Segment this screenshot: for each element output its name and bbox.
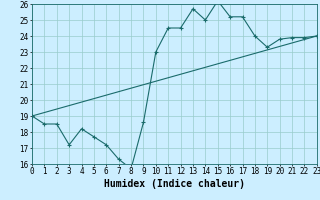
X-axis label: Humidex (Indice chaleur): Humidex (Indice chaleur): [104, 179, 245, 189]
